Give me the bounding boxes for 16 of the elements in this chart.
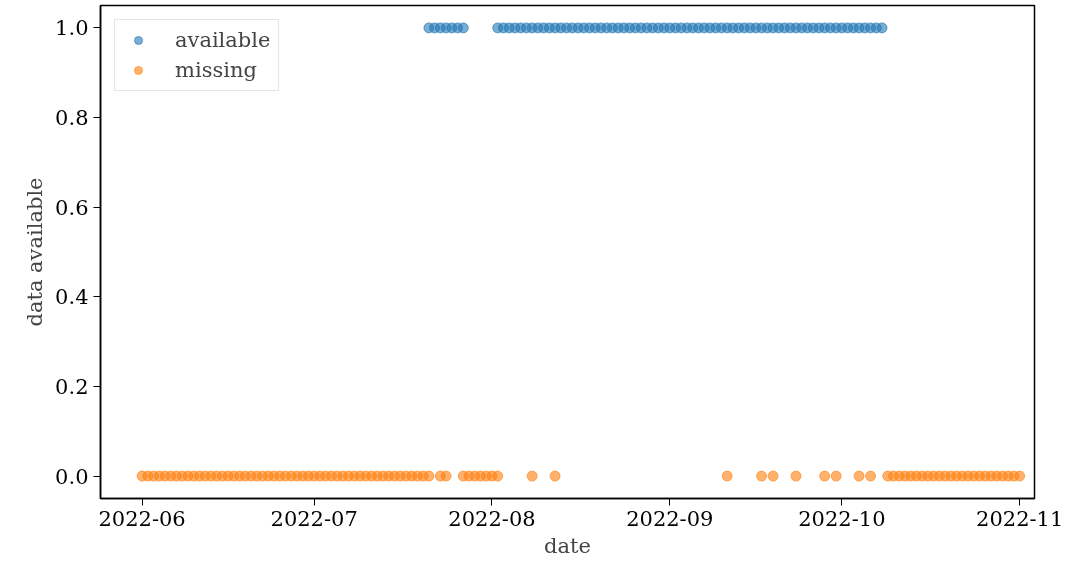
legend-label: missing — [175, 58, 257, 82]
x-tick-label: 2022-08 — [448, 506, 536, 531]
x-tick-label: 2022-06 — [98, 506, 186, 531]
y-tick-label: 0.4 — [55, 285, 89, 310]
x-tick-label: 2022-11 — [976, 506, 1064, 531]
y-tick-label: 1.0 — [55, 16, 89, 41]
x-axis-title: date — [544, 533, 591, 558]
y-axis-title: data available — [23, 177, 48, 327]
y-tick-label: 0.2 — [55, 374, 89, 399]
y-tick-label: 0.6 — [55, 195, 89, 220]
y-tick-label: 0.0 — [55, 464, 89, 489]
y-tick-label: 0.8 — [55, 106, 89, 131]
x-tick-label: 2022-09 — [626, 506, 714, 531]
x-tick-label: 2022-10 — [798, 506, 886, 531]
legend-label: available — [175, 28, 271, 52]
x-tick-label: 2022-07 — [270, 506, 358, 531]
